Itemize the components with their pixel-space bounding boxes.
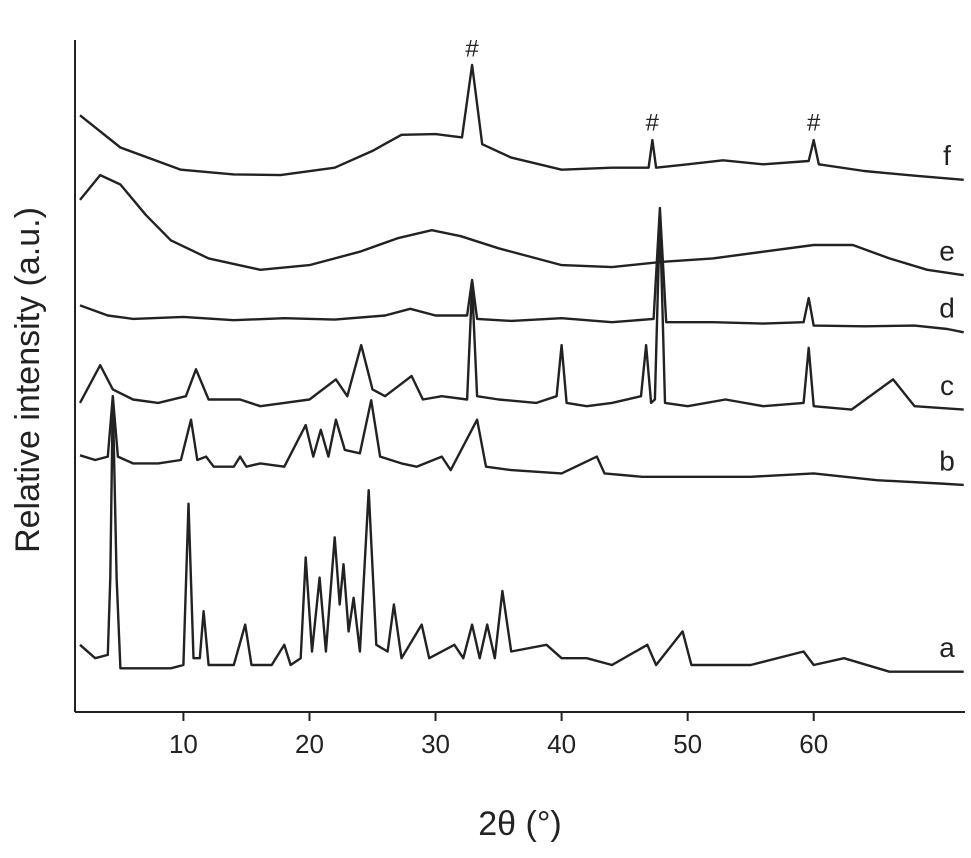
x-axis-title: 2θ (°) bbox=[478, 805, 562, 843]
series-line bbox=[79, 63, 964, 181]
curve-label: b bbox=[939, 445, 955, 476]
series-line bbox=[79, 395, 964, 487]
curve-label: a bbox=[939, 632, 955, 663]
x-tick-label: 30 bbox=[421, 729, 450, 759]
curve-label: c bbox=[940, 370, 954, 401]
x-tick-label: 40 bbox=[547, 729, 576, 759]
curve-label: e bbox=[939, 236, 955, 267]
x-tick-label: 50 bbox=[673, 729, 702, 759]
series-line bbox=[79, 173, 964, 277]
curve-label: f bbox=[943, 140, 951, 171]
series-line bbox=[79, 395, 964, 673]
x-tick-label: 10 bbox=[169, 729, 198, 759]
y-axis-title: Relative intensity (a.u.) bbox=[9, 207, 47, 553]
annotation: # bbox=[465, 35, 479, 62]
series-line bbox=[78, 213, 964, 411]
curve-label: d bbox=[939, 293, 955, 324]
annotation: # bbox=[807, 109, 821, 136]
x-tick-label: 60 bbox=[799, 729, 828, 759]
annotation: # bbox=[646, 109, 660, 136]
series-line bbox=[79, 206, 964, 334]
x-tick-label: 20 bbox=[295, 729, 324, 759]
